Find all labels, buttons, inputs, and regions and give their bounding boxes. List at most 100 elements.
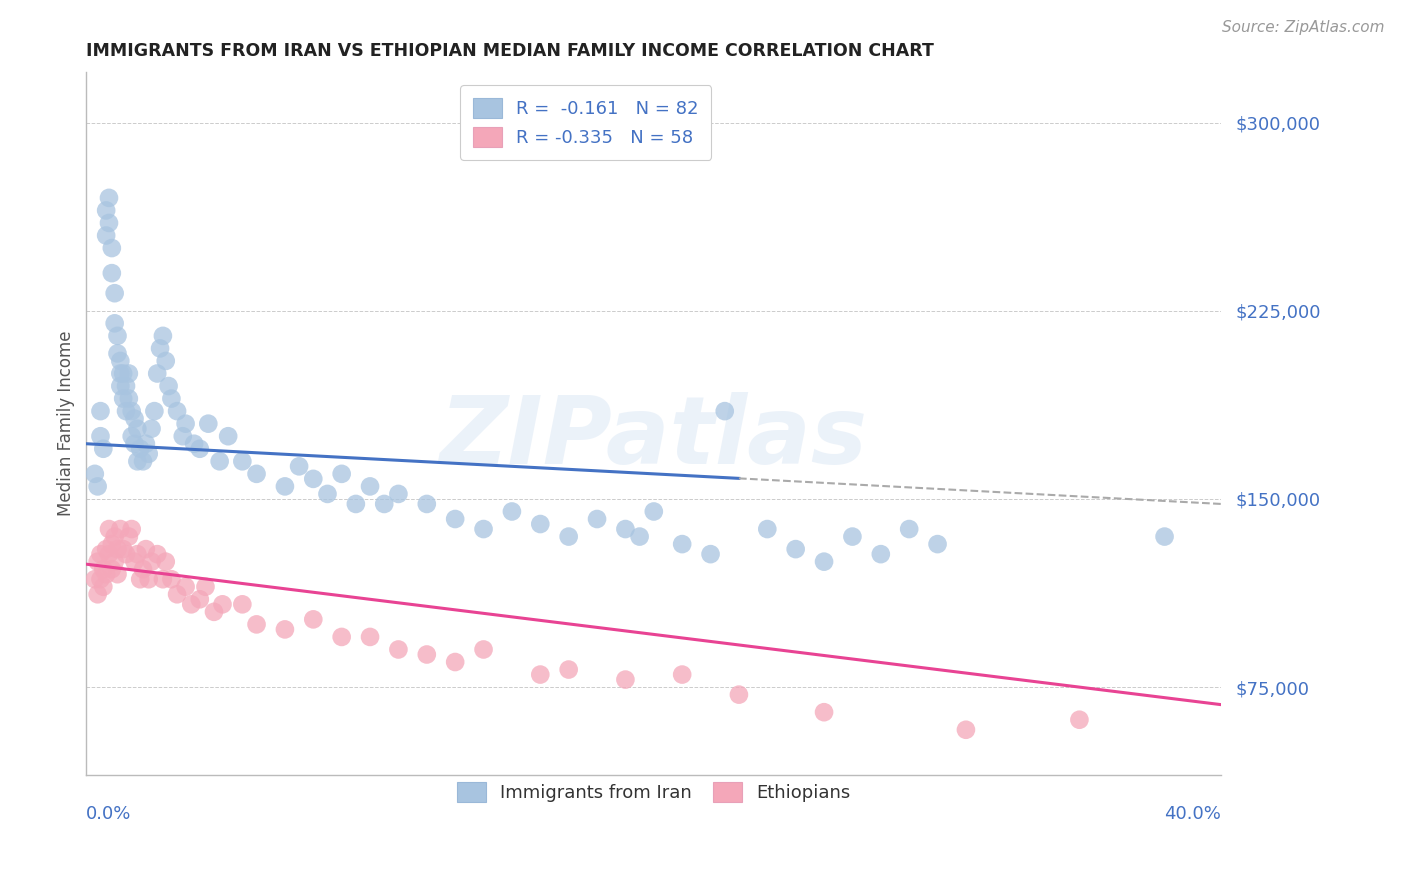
Point	[121, 522, 143, 536]
Point	[166, 404, 188, 418]
Point	[359, 630, 381, 644]
Point	[110, 379, 132, 393]
Point	[110, 522, 132, 536]
Point	[614, 673, 637, 687]
Point	[115, 547, 138, 561]
Point	[160, 392, 183, 406]
Point	[115, 379, 138, 393]
Point	[132, 454, 155, 468]
Point	[152, 329, 174, 343]
Y-axis label: Median Family Income: Median Family Income	[58, 331, 75, 516]
Point	[1153, 530, 1175, 544]
Point	[501, 504, 523, 518]
Point	[121, 404, 143, 418]
Point	[101, 562, 124, 576]
Point	[110, 367, 132, 381]
Point	[231, 454, 253, 468]
Point	[157, 379, 180, 393]
Point	[118, 367, 141, 381]
Point	[118, 530, 141, 544]
Point	[149, 342, 172, 356]
Point	[127, 454, 149, 468]
Point	[628, 530, 651, 544]
Point	[129, 572, 152, 586]
Point	[132, 562, 155, 576]
Point	[274, 623, 297, 637]
Point	[112, 542, 135, 557]
Point	[124, 555, 146, 569]
Point	[1069, 713, 1091, 727]
Point	[231, 597, 253, 611]
Point	[188, 592, 211, 607]
Point	[91, 562, 114, 576]
Point	[472, 642, 495, 657]
Point	[146, 547, 169, 561]
Point	[101, 266, 124, 280]
Point	[141, 422, 163, 436]
Point	[146, 367, 169, 381]
Point	[174, 580, 197, 594]
Point	[83, 572, 105, 586]
Text: Source: ZipAtlas.com: Source: ZipAtlas.com	[1222, 20, 1385, 35]
Point	[245, 467, 267, 481]
Point	[330, 630, 353, 644]
Point	[91, 442, 114, 456]
Point	[202, 605, 225, 619]
Point	[713, 404, 735, 418]
Point	[86, 555, 108, 569]
Point	[89, 547, 111, 561]
Point	[211, 597, 233, 611]
Text: ZIPatlas: ZIPatlas	[440, 392, 868, 483]
Point	[472, 522, 495, 536]
Point	[112, 392, 135, 406]
Point	[416, 648, 439, 662]
Point	[96, 228, 118, 243]
Point	[135, 542, 157, 557]
Point	[813, 705, 835, 719]
Point	[387, 642, 409, 657]
Point	[127, 547, 149, 561]
Point	[529, 667, 551, 681]
Point	[121, 429, 143, 443]
Point	[444, 512, 467, 526]
Point	[115, 404, 138, 418]
Point	[898, 522, 921, 536]
Text: IMMIGRANTS FROM IRAN VS ETHIOPIAN MEDIAN FAMILY INCOME CORRELATION CHART: IMMIGRANTS FROM IRAN VS ETHIOPIAN MEDIAN…	[86, 42, 934, 60]
Point	[529, 516, 551, 531]
Point	[101, 241, 124, 255]
Point	[671, 537, 693, 551]
Point	[373, 497, 395, 511]
Point	[101, 537, 124, 551]
Point	[197, 417, 219, 431]
Point	[671, 667, 693, 681]
Point	[927, 537, 949, 551]
Point	[86, 479, 108, 493]
Point	[643, 504, 665, 518]
Point	[869, 547, 891, 561]
Point	[96, 203, 118, 218]
Point	[813, 555, 835, 569]
Point	[86, 587, 108, 601]
Point	[98, 191, 121, 205]
Point	[124, 436, 146, 450]
Point	[444, 655, 467, 669]
Point	[104, 286, 127, 301]
Point	[194, 580, 217, 594]
Point	[955, 723, 977, 737]
Text: 40.0%: 40.0%	[1164, 805, 1222, 823]
Point	[166, 587, 188, 601]
Point	[614, 522, 637, 536]
Point	[104, 555, 127, 569]
Point	[112, 367, 135, 381]
Point	[155, 354, 177, 368]
Point	[728, 688, 751, 702]
Point	[155, 555, 177, 569]
Point	[557, 663, 579, 677]
Point	[107, 567, 129, 582]
Point	[89, 404, 111, 418]
Point	[141, 555, 163, 569]
Point	[586, 512, 609, 526]
Point	[138, 447, 160, 461]
Point	[129, 442, 152, 456]
Point	[104, 316, 127, 330]
